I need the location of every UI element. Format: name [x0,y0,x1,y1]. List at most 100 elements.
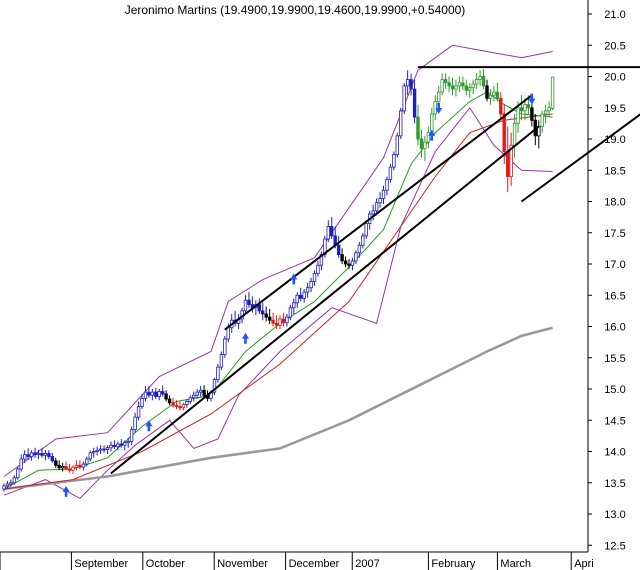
candle [388,164,393,183]
candle-body [295,294,299,304]
y-tick-label: 15.5 [604,353,625,365]
candle-body [412,88,417,118]
candle-body [212,379,217,393]
candle-body [43,452,48,456]
candle [426,126,431,149]
candle [343,256,348,268]
candle [292,298,296,314]
candle-body [447,82,451,87]
candle-body [57,464,61,469]
candle [488,89,493,105]
y-tick-label: 12.5 [604,540,625,552]
candle [264,306,268,322]
candle-body [288,307,293,318]
candle-body [226,327,230,340]
candle-body [178,406,182,409]
candle-body [191,394,196,399]
candle-body [116,443,120,447]
candle [288,304,293,321]
candle [188,395,192,404]
candle [364,220,368,239]
candle-body [354,252,358,262]
candle-body [298,294,303,299]
candle [216,364,220,383]
candle [257,298,261,314]
candle [198,385,203,397]
candle [412,79,417,124]
candle-body [98,448,103,451]
candle-body [54,460,58,466]
candle [54,457,58,468]
candle [5,480,10,488]
candle [298,287,303,302]
candle [378,192,382,208]
candle-body [481,76,486,87]
candle-body [512,123,517,146]
candle [474,73,479,89]
x-tick-label: September [74,558,128,570]
candle-body [278,318,282,326]
candle-body [88,452,92,460]
candle [398,107,403,139]
candle-body [381,189,386,199]
arrow-up-icon [242,332,249,344]
candle [326,220,330,243]
candle-body [416,116,420,140]
candle [281,312,286,327]
x-tick-label: November [217,558,268,570]
candle [443,73,448,89]
trendline [520,113,640,203]
candle-body [343,260,348,265]
candle-body [433,101,437,115]
candle-body [67,468,72,471]
candle-body [443,79,448,84]
candle-body [126,441,130,444]
candle-body [464,85,468,91]
candle [423,135,427,161]
candle [171,397,175,408]
bollinger-bands [3,44,553,500]
candle-body [285,316,289,324]
candle [478,70,482,86]
candle-body [519,107,524,112]
y-tick-label: 21.0 [604,9,625,21]
candle [167,395,172,406]
candle [495,82,500,102]
x-tick-label: December [289,558,340,570]
candle [381,185,386,204]
candle-body [292,302,296,309]
candle [336,235,341,258]
candle-body [216,366,220,381]
candle-body [509,144,513,178]
candle [260,302,265,321]
candle-body [174,404,179,407]
candlesticks [2,69,555,492]
candle-body [488,94,493,99]
candle-body [305,287,310,293]
candle-body [19,458,23,470]
candle-body [164,393,168,400]
candle [191,391,196,402]
candle [329,217,334,239]
candle-body [185,401,189,405]
candle [109,441,113,452]
candle [88,450,92,462]
candle [119,439,123,448]
y-tick-label: 19.5 [604,103,625,115]
candle [123,440,127,451]
arrow-up-icon [428,129,436,141]
candle-body [33,452,37,456]
candle [9,479,13,487]
x-tick-label: 2007 [355,558,379,570]
candle-body [9,482,13,485]
candle [454,79,458,97]
candle [202,385,206,399]
candle [295,292,299,308]
candle [71,465,75,474]
candle [402,82,406,114]
candle [154,387,158,399]
candle-body [22,454,27,460]
candle-body [147,391,151,396]
candle [81,461,86,471]
candle [247,292,251,308]
